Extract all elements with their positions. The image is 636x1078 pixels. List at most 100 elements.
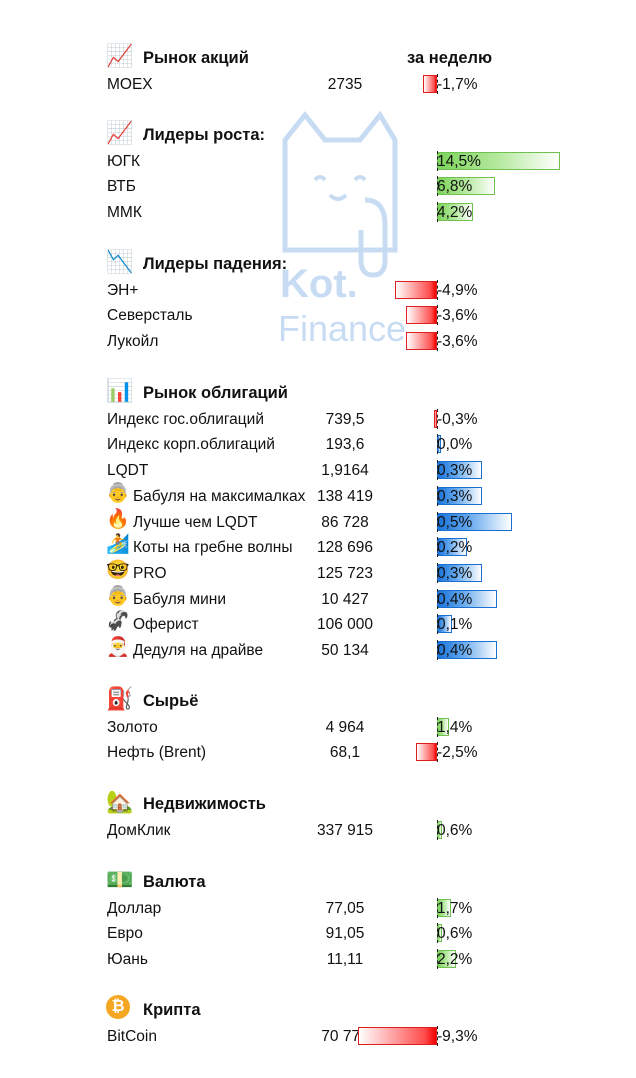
section-header: ₿ Крипта: [0, 995, 636, 1023]
data-row: ДомКлик 337 915 0,6%: [0, 817, 636, 843]
fire-icon: 🔥: [106, 508, 130, 530]
data-row: ЭН+ -4,9%: [0, 277, 636, 303]
item-value: 10 427: [321, 590, 369, 608]
item-value: 739,5: [325, 410, 365, 428]
zero-axis: [437, 485, 438, 506]
item-value: 106 000: [316, 616, 374, 634]
item-value: 337 915: [316, 821, 374, 839]
change-percent: 0,4%: [437, 590, 473, 608]
change-percent: 0,3%: [437, 487, 473, 505]
section-title: Рынок облигаций: [143, 384, 288, 402]
item-value: 70 777: [321, 1027, 369, 1045]
change-bar: [406, 332, 437, 351]
chart-down-icon: 📉: [106, 249, 134, 274]
item-name: Лучше чем LQDT: [133, 513, 258, 531]
change-percent: -3,6%: [437, 307, 478, 325]
skunk-icon: 🦨: [106, 611, 130, 633]
item-name: Коты на гребне волны: [133, 539, 293, 557]
data-row: 👵 Бабуля мини 10 427 0,4%: [0, 586, 636, 612]
zero-axis: [437, 819, 438, 840]
watermark-line2: Finance: [278, 308, 407, 349]
zero-axis: [437, 716, 438, 737]
zero-axis: [437, 949, 438, 970]
section-header: 📉 Лидеры падения:: [0, 249, 636, 277]
item-value: 1,9164: [321, 462, 369, 480]
change-percent: 0,4%: [437, 642, 473, 659]
zero-axis: [437, 511, 438, 532]
data-row: MOEX 2735 -1,7%: [0, 71, 636, 97]
data-row: Доллар 77,05 1,7%: [0, 895, 636, 921]
change-percent: 14,5%: [437, 152, 481, 170]
change-percent: -2,5%: [437, 744, 478, 762]
zero-axis: [437, 279, 438, 300]
item-name: Нефть (Brent): [107, 744, 207, 762]
item-name: ВТБ: [107, 178, 136, 196]
item-name: Индекс корп.облигаций: [107, 436, 275, 454]
data-row: LQDT 1,9164 0,3%: [0, 457, 636, 483]
section-title: Рынок акций: [143, 49, 249, 67]
data-row: 🦨 Оферист 106 000 0,1%: [0, 611, 636, 637]
zero-axis: [437, 434, 438, 455]
data-row: ЮГК 14,5%: [0, 148, 636, 174]
section-title: Валюта: [143, 873, 206, 891]
item-name: Доллар: [107, 899, 162, 917]
item-value: 2735: [327, 75, 363, 93]
item-name: Дедуля на драйве: [133, 642, 264, 659]
change-percent: 1,4%: [437, 718, 473, 736]
item-name: ММК: [107, 204, 142, 222]
item-name: PRO: [133, 564, 167, 582]
change-percent: 0,6%: [437, 821, 473, 839]
item-name: Северсталь: [107, 307, 193, 325]
data-row: Юань 11,11 2,2%: [0, 946, 636, 972]
section-title: Лидеры падения:: [143, 255, 288, 273]
data-row: ВТБ 6,8%: [0, 173, 636, 199]
banknote-icon: 💵: [106, 867, 134, 892]
data-row: Индекс гос.облигаций 739,5 -0,3%: [0, 406, 636, 432]
change-percent: 4,2%: [437, 204, 473, 222]
bar-chart-icon: 📊: [106, 378, 134, 403]
grandma-icon: 👵: [106, 585, 130, 607]
item-value: 77,05: [325, 899, 365, 917]
change-bar: [395, 280, 437, 299]
change-percent: 0,3%: [437, 462, 473, 480]
data-row: 🤓 PRO 125 723 0,3%: [0, 560, 636, 586]
data-row: Золото 4 964 1,4%: [0, 714, 636, 740]
bitcoin-icon: ₿: [106, 995, 130, 1019]
zero-axis: [437, 202, 438, 223]
data-row: Нефть (Brent) 68,1 -2,5%: [0, 739, 636, 765]
chart-growth-icon: 📈: [106, 120, 134, 145]
section-header: 💵 Валюта: [0, 867, 636, 895]
change-percent: -9,3%: [437, 1027, 478, 1045]
santa-icon: 🎅: [106, 637, 130, 658]
section-title: Крипта: [143, 1001, 201, 1019]
item-value: 11,11: [326, 951, 364, 969]
data-row: 👵 Бабуля на максималках 138 419 0,3%: [0, 483, 636, 509]
zero-axis: [437, 408, 438, 429]
change-percent: 0,3%: [437, 564, 473, 582]
zero-axis: [437, 614, 438, 635]
item-name: Юань: [107, 951, 148, 969]
zero-axis: [437, 537, 438, 558]
section-title: Недвижимость: [143, 795, 266, 813]
item-name: Золото: [107, 718, 158, 736]
item-value: 125 723: [316, 564, 374, 582]
zero-axis: [437, 305, 438, 326]
change-percent: 1,7%: [437, 899, 473, 917]
zero-axis: [437, 1025, 438, 1046]
change-bar: [434, 409, 437, 428]
zero-axis: [437, 150, 438, 171]
section-header: 📈 Лидеры роста:: [0, 120, 636, 148]
data-row: ММК 4,2%: [0, 199, 636, 225]
item-value: 50 134: [321, 642, 369, 659]
change-percent: 0,6%: [437, 925, 473, 943]
section-title: Лидеры роста:: [143, 126, 265, 144]
change-bar: [422, 74, 437, 93]
section-header: ⛽ Сырьё: [0, 686, 636, 714]
zero-axis: [437, 640, 438, 660]
item-value: 4 964: [325, 718, 365, 736]
change-percent: -4,9%: [437, 281, 478, 299]
zero-axis: [437, 742, 438, 763]
item-name: Оферист: [133, 616, 199, 634]
change-percent: 2,2%: [437, 951, 473, 969]
